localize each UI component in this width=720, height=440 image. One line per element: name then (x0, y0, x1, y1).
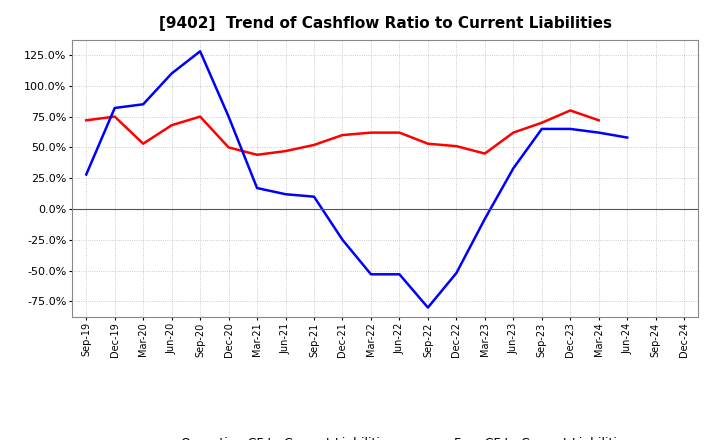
Operating CF to Current Liabilities (595, 117, 603, 123)
Free CF to Current Liabilities (395, 271, 404, 277)
Free CF to Current Liabilities (338, 237, 347, 242)
Free CF to Current Liabilities (566, 126, 575, 132)
Free CF to Current Liabilities (110, 105, 119, 110)
Free CF to Current Liabilities (282, 191, 290, 197)
Free CF to Current Liabilities (452, 271, 461, 276)
Free CF to Current Liabilities (310, 194, 318, 199)
Operating CF to Current Liabilities (566, 108, 575, 113)
Free CF to Current Liabilities (623, 135, 631, 140)
Free CF to Current Liabilities (366, 271, 375, 277)
Free CF to Current Liabilities (167, 71, 176, 76)
Operating CF to Current Liabilities (452, 143, 461, 149)
Title: [9402]  Trend of Cashflow Ratio to Current Liabilities: [9402] Trend of Cashflow Ratio to Curren… (158, 16, 612, 32)
Operating CF to Current Liabilities (82, 117, 91, 123)
Legend: Operating CF to Current Liabilities, Free CF to Current Liabilities: Operating CF to Current Liabilities, Fre… (135, 432, 636, 440)
Operating CF to Current Liabilities (509, 130, 518, 135)
Operating CF to Current Liabilities (395, 130, 404, 135)
Operating CF to Current Liabilities (537, 120, 546, 125)
Free CF to Current Liabilities (595, 130, 603, 135)
Free CF to Current Liabilities (225, 114, 233, 119)
Operating CF to Current Liabilities (139, 141, 148, 147)
Line: Free CF to Current Liabilities: Free CF to Current Liabilities (86, 51, 627, 308)
Operating CF to Current Liabilities (196, 114, 204, 119)
Free CF to Current Liabilities (480, 216, 489, 221)
Operating CF to Current Liabilities (253, 152, 261, 158)
Operating CF to Current Liabilities (310, 142, 318, 147)
Free CF to Current Liabilities (537, 126, 546, 132)
Free CF to Current Liabilities (253, 185, 261, 191)
Operating CF to Current Liabilities (366, 130, 375, 135)
Free CF to Current Liabilities (509, 166, 518, 171)
Operating CF to Current Liabilities (480, 151, 489, 156)
Operating CF to Current Liabilities (338, 132, 347, 138)
Line: Operating CF to Current Liabilities: Operating CF to Current Liabilities (86, 110, 599, 155)
Free CF to Current Liabilities (139, 102, 148, 107)
Operating CF to Current Liabilities (110, 114, 119, 119)
Free CF to Current Liabilities (82, 172, 91, 177)
Free CF to Current Liabilities (423, 305, 432, 310)
Operating CF to Current Liabilities (282, 148, 290, 154)
Operating CF to Current Liabilities (423, 141, 432, 147)
Operating CF to Current Liabilities (167, 123, 176, 128)
Operating CF to Current Liabilities (225, 145, 233, 150)
Free CF to Current Liabilities (196, 49, 204, 54)
